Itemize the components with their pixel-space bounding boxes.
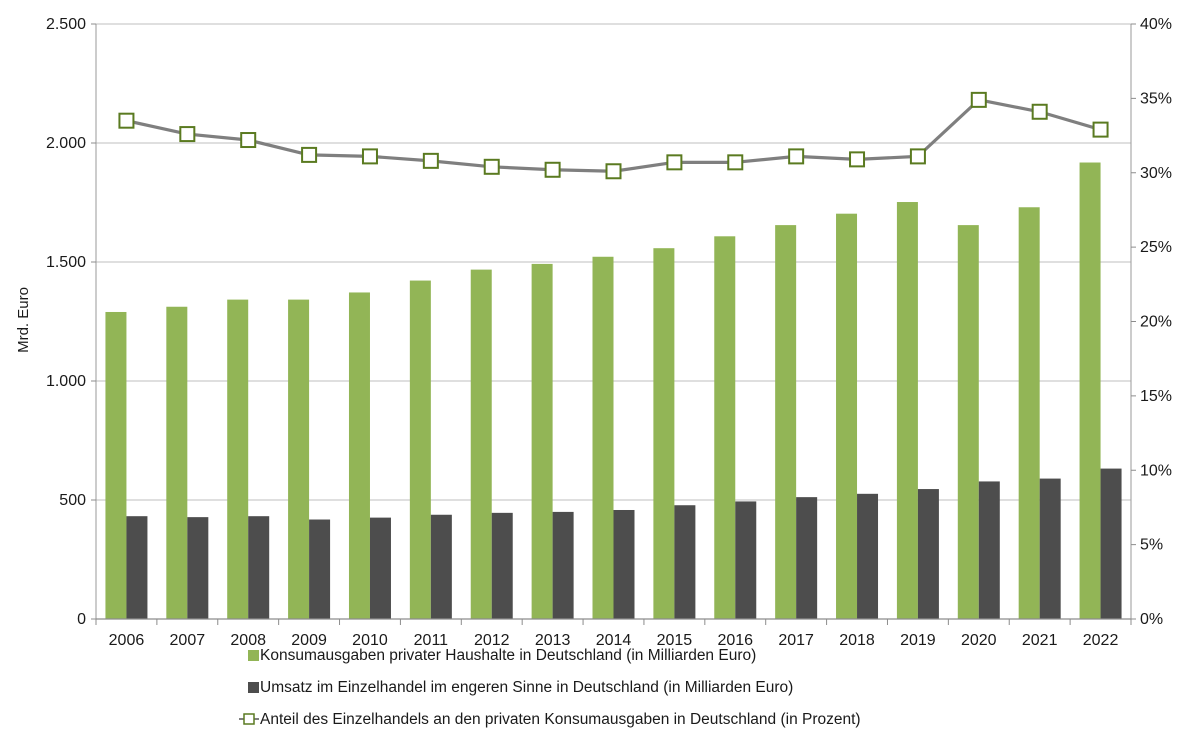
legend-swatch-konsumausgaben — [248, 650, 259, 661]
x-tick-label: 2020 — [961, 632, 997, 649]
bars — [105, 162, 1122, 620]
bar-konsumausgaben — [409, 280, 431, 619]
bar-konsumausgaben — [1018, 207, 1040, 619]
bar-einzelhandel — [1100, 468, 1122, 619]
share-point — [605, 163, 622, 180]
y2-tick-label: 15% — [1140, 388, 1172, 405]
x-tick-label: 2021 — [1022, 632, 1058, 649]
y2-tick-label: 0% — [1140, 611, 1163, 628]
y-tick-label: 500 — [59, 492, 86, 509]
share-line — [126, 98, 1102, 173]
y-axis-title: Mrd. Euro — [15, 287, 32, 353]
bar-konsumausgaben — [714, 236, 736, 619]
y-tick-label: 2.500 — [46, 16, 86, 33]
y-tick-label: 1.500 — [46, 254, 86, 271]
x-tick-label: 2009 — [291, 632, 327, 649]
bar-konsumausgaben — [836, 213, 858, 619]
bar-einzelhandel — [796, 497, 818, 619]
x-tick-label: 2014 — [596, 632, 632, 649]
legend-label-einzelhandel: Umsatz im Einzelhandel im engeren Sinne … — [260, 679, 793, 696]
bar-konsumausgaben — [592, 256, 614, 619]
bar-konsumausgaben — [105, 311, 127, 619]
share-point — [1031, 103, 1048, 120]
y-tick-label: 0 — [77, 611, 86, 628]
bar-konsumausgaben — [896, 202, 918, 620]
y2-tick-label: 40% — [1140, 16, 1172, 33]
x-tick-label: 2018 — [839, 632, 875, 649]
x-tick-label: 2013 — [535, 632, 571, 649]
share-point — [483, 158, 500, 175]
share-point — [422, 152, 439, 169]
x-tick-label: 2017 — [778, 632, 814, 649]
x-tick-label: 2022 — [1083, 632, 1119, 649]
y2-tick-label: 25% — [1140, 239, 1172, 256]
share-point — [727, 154, 744, 171]
y-tick-label: 1.000 — [46, 373, 86, 390]
bar-konsumausgaben — [470, 269, 492, 619]
legend-swatch-einzelhandel — [248, 682, 259, 693]
y2-tick-label: 20% — [1140, 314, 1172, 331]
bar-konsumausgaben — [775, 225, 797, 620]
bar-einzelhandel — [1039, 478, 1061, 619]
bar-konsumausgaben — [531, 263, 553, 619]
bar-konsumausgaben — [166, 306, 188, 619]
x-tick-label: 2011 — [414, 632, 449, 649]
bar-einzelhandel — [978, 481, 1000, 619]
x-tick-label: 2012 — [474, 632, 510, 649]
bar-einzelhandel — [430, 514, 452, 619]
share-point — [361, 148, 378, 165]
share-point — [118, 112, 135, 129]
x-tick-label: 2008 — [230, 632, 266, 649]
bar-konsumausgaben — [227, 299, 249, 619]
bar-konsumausgaben — [1079, 162, 1101, 620]
legend-label-konsumausgaben: Konsumausgaben privater Haushalte in Deu… — [260, 647, 756, 664]
share-line-series — [118, 91, 1109, 180]
bar-einzelhandel — [309, 519, 331, 619]
y2-tick-label: 30% — [1140, 165, 1172, 182]
bar-einzelhandel — [674, 505, 696, 619]
bar-einzelhandel — [917, 489, 939, 619]
y2-tick-label: 5% — [1140, 537, 1163, 554]
share-point — [1092, 121, 1109, 138]
y-tick-label: 2.000 — [46, 135, 86, 152]
x-tick-label: 2016 — [717, 632, 753, 649]
x-tick-label: 2019 — [900, 632, 936, 649]
bar-konsumausgaben — [348, 292, 370, 619]
share-point — [909, 148, 926, 165]
bar-einzelhandel — [248, 516, 270, 619]
bar-konsumausgaben — [653, 248, 675, 620]
bar-einzelhandel — [552, 511, 574, 619]
share-point — [179, 126, 196, 143]
bar-einzelhandel — [369, 517, 391, 619]
bar-konsumausgaben — [288, 299, 310, 619]
share-point — [301, 146, 318, 163]
share-point — [240, 132, 257, 149]
share-point — [666, 154, 683, 171]
bar-einzelhandel — [491, 512, 513, 619]
y2-tick-label: 35% — [1140, 90, 1172, 107]
y2-tick-label: 10% — [1140, 462, 1172, 479]
x-tick-label: 2015 — [657, 632, 693, 649]
bar-einzelhandel — [126, 516, 148, 619]
legend-label-anteil: Anteil des Einzelhandels an den privaten… — [260, 711, 861, 728]
bar-einzelhandel — [187, 517, 209, 619]
axes: 0 500 1.000 1.500 2.000 2.500 0% 5% 10% 15% 20% 25%… — [46, 16, 1172, 649]
bar-einzelhandel — [735, 501, 757, 619]
x-tick-label: 2006 — [109, 632, 145, 649]
x-tick-label: 2010 — [352, 632, 388, 649]
share-point — [849, 151, 866, 168]
legend-marker-anteil — [243, 713, 255, 725]
share-point — [788, 148, 805, 165]
legend: Konsumausgaben privater Haushalte in Deu… — [239, 647, 861, 728]
share-point — [970, 91, 987, 108]
bar-einzelhandel — [857, 493, 879, 619]
share-point — [544, 161, 561, 178]
x-tick-label: 2007 — [170, 632, 206, 649]
bar-einzelhandel — [613, 509, 635, 619]
bar-konsumausgaben — [957, 225, 979, 620]
